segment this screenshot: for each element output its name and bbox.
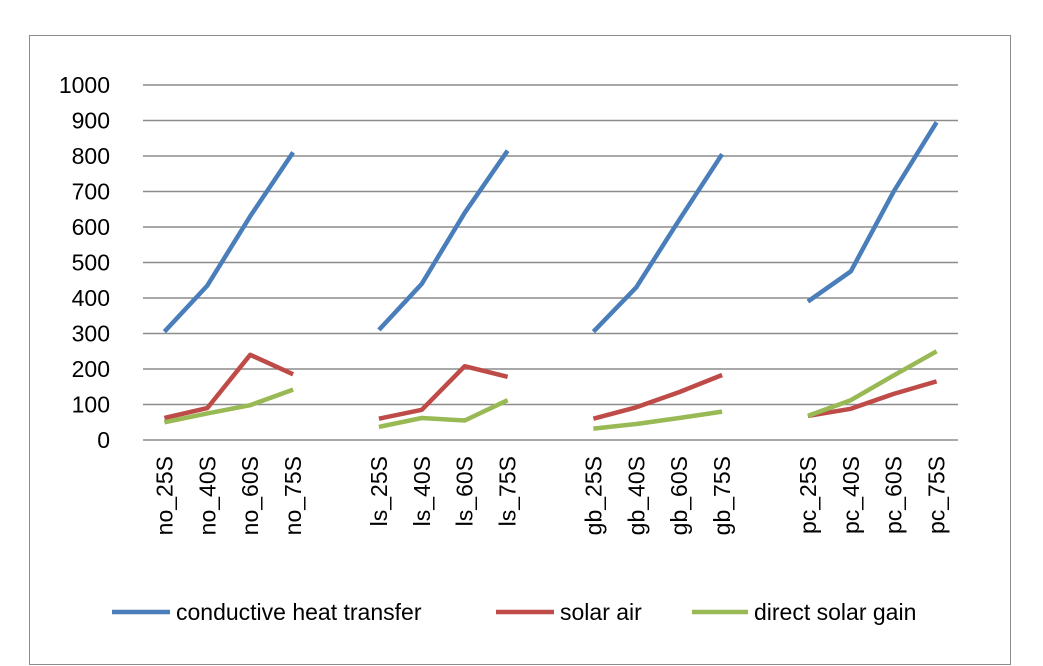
x-tick-label: ls_40S — [409, 456, 435, 526]
series-line-2 — [378, 398, 509, 430]
y-tick-label: 200 — [72, 356, 110, 382]
x-tick-label: pc_75S — [924, 456, 950, 534]
series-line-0 — [162, 151, 295, 334]
y-tick-label: 500 — [72, 250, 110, 276]
series-line-1 — [378, 363, 509, 421]
series-line-2 — [593, 409, 723, 431]
chart-frame: 0 100 200 300 400 500 600 700 800 900 1000 no_25S n… — [29, 35, 1011, 665]
x-tick-label: gb_60S — [666, 456, 692, 535]
y-tick-label: 300 — [72, 321, 110, 347]
legend: conductive heat transfer solar air direct … — [112, 599, 916, 625]
series-line-0 — [806, 121, 939, 304]
x-tick-label: no_40S — [194, 456, 220, 535]
y-tick-label: 900 — [72, 108, 110, 134]
series-line-0 — [591, 152, 724, 334]
x-axis-tick-labels: no_25S no_40S no_60S no_75S ls_25S ls_40S ls_6… — [151, 456, 949, 535]
x-tick-label: ls_25S — [366, 456, 392, 526]
series-line-1 — [163, 352, 295, 421]
series-line-1 — [592, 372, 723, 421]
legend-label-2: direct solar gain — [754, 599, 916, 625]
x-tick-label: gb_25S — [580, 456, 606, 535]
series-lines — [162, 121, 939, 431]
x-tick-label: pc_60S — [881, 456, 907, 534]
y-axis-tick-labels: 0 100 200 300 400 500 600 700 800 900 1000 — [59, 72, 110, 453]
y-tick-label: 700 — [72, 179, 110, 205]
y-tick-label: 100 — [72, 392, 110, 418]
series-line-2 — [807, 349, 938, 419]
x-tick-label: no_25S — [151, 456, 177, 535]
x-tick-label: gb_75S — [709, 456, 735, 535]
x-tick-label: ls_75S — [495, 456, 521, 526]
series-line-2 — [163, 387, 294, 425]
x-tick-label: no_60S — [237, 456, 263, 535]
gridlines — [143, 84, 958, 406]
y-tick-label: 600 — [72, 214, 110, 240]
legend-label-1: solar air — [560, 599, 642, 625]
y-tick-label: 800 — [72, 143, 110, 169]
x-tick-label: pc_25S — [795, 456, 821, 534]
x-tick-label: ls_60S — [452, 456, 478, 526]
y-tick-label: 0 — [97, 427, 110, 453]
series-line-0 — [377, 149, 510, 332]
y-tick-label: 400 — [72, 285, 110, 311]
series-line-1 — [807, 379, 938, 419]
legend-label-0: conductive heat transfer — [176, 599, 422, 625]
x-tick-label: gb_40S — [623, 456, 649, 535]
x-tick-label: pc_40S — [838, 456, 864, 534]
x-tick-label: no_75S — [280, 456, 306, 535]
y-tick-label: 1000 — [59, 72, 110, 98]
